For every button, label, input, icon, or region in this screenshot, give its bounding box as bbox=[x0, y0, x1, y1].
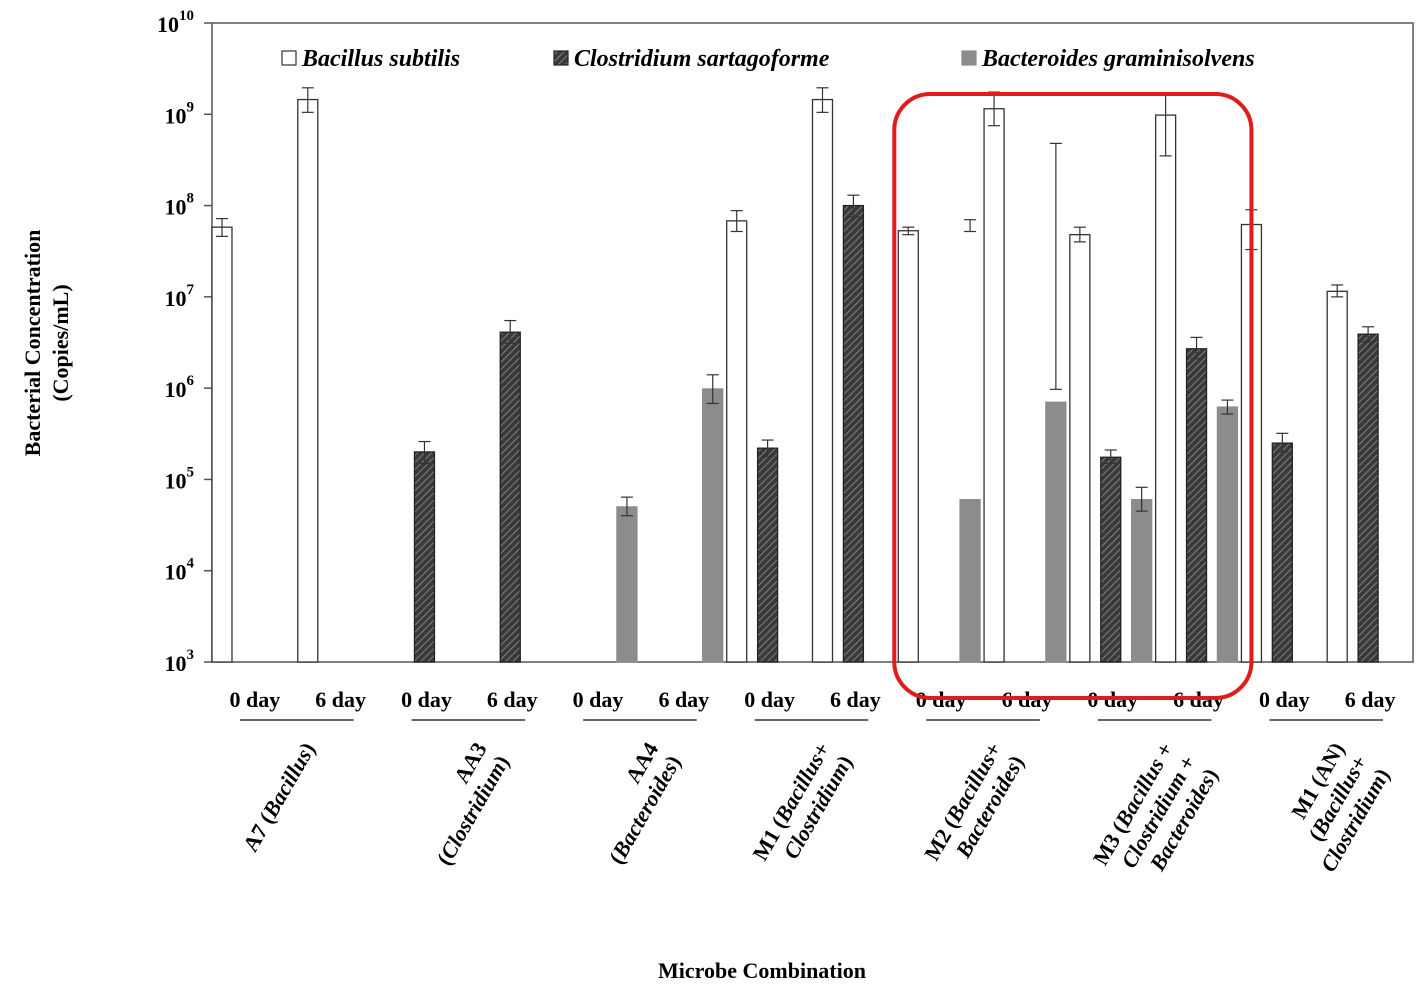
day-label: 6 day bbox=[830, 687, 881, 712]
group-label: A7 (Bacillus) bbox=[238, 738, 320, 856]
day-label: 6 day bbox=[658, 687, 709, 712]
bar-clostridium-sartagoforme bbox=[756, 447, 779, 663]
highlight-rectangle bbox=[892, 92, 1254, 700]
legend-swatch bbox=[281, 50, 297, 66]
bar-clostridium-sartagoforme bbox=[1185, 348, 1208, 663]
y-tick-label: 106 bbox=[165, 373, 195, 402]
group-label: M1 (AN)(Bacillus+Clostridium) bbox=[1270, 738, 1394, 876]
bar-clostridium-sartagoforme bbox=[842, 204, 865, 663]
bar-bacillus-subtilis bbox=[1326, 290, 1348, 663]
legend-label: Clostridium sartagoforme bbox=[574, 46, 830, 72]
bar-bacteroides-graminisolvens bbox=[616, 506, 638, 663]
bar-clostridium-sartagoforme bbox=[1100, 456, 1122, 663]
axis-titles: Bacterial Concentration (Copies/mL) Microb… bbox=[20, 230, 866, 983]
y-tick-label: 104 bbox=[165, 556, 195, 585]
bar-bacteroides-graminisolvens bbox=[1045, 401, 1067, 663]
group-label: AA4(Bacteroides) bbox=[581, 738, 686, 868]
bar-bacteroides-graminisolvens bbox=[959, 499, 981, 663]
x-axis-title: Microbe Combination bbox=[658, 958, 866, 983]
bar-bacillus-subtilis bbox=[811, 98, 834, 663]
bar-bacillus-subtilis bbox=[211, 226, 233, 663]
bar-bacillus-subtilis bbox=[726, 220, 748, 663]
y-tick-label: 103 bbox=[165, 647, 195, 676]
bar-bacillus-subtilis bbox=[897, 230, 919, 663]
day-label: 0 day bbox=[230, 687, 281, 712]
y-tick-label: 105 bbox=[165, 464, 195, 493]
y-tick-label: 107 bbox=[165, 282, 195, 311]
bar-bacillus-subtilis bbox=[297, 98, 319, 663]
bar-bacillus-subtilis bbox=[983, 108, 1005, 663]
legend-swatch bbox=[553, 50, 569, 66]
legend-label: Bacillus subtilis bbox=[301, 46, 460, 72]
bar-bacillus-subtilis bbox=[1069, 234, 1091, 663]
bar-bacteroides-graminisolvens bbox=[702, 388, 724, 663]
day-label: 6 day bbox=[1345, 687, 1396, 712]
legend-swatch bbox=[961, 50, 977, 66]
bar-clostridium-sartagoforme bbox=[413, 451, 436, 663]
bar-marks bbox=[211, 87, 1379, 663]
day-label: 6 day bbox=[315, 687, 366, 712]
bar-clostridium-sartagoforme bbox=[1357, 333, 1379, 663]
x-axis: 0 day 6 day A7 (Bacillus) 0 day 6 day AA3(Clo… bbox=[230, 687, 1396, 895]
group-label: M2 (Bacillus+Bacteroides) bbox=[919, 738, 1029, 878]
legend: Bacillus subtilis Clostridium sartagoform… bbox=[281, 46, 1255, 72]
y-axis: 103 104 105 106 107 108 109 1010 bbox=[157, 8, 212, 676]
bar-clostridium-sartagoforme bbox=[1271, 442, 1293, 663]
bar-bacillus-subtilis bbox=[1154, 114, 1177, 663]
day-label: 0 day bbox=[573, 687, 624, 712]
bar-clostridium-sartagoforme bbox=[499, 331, 521, 663]
day-label: 0 day bbox=[1259, 687, 1310, 712]
group-label: AA3(Clostridium) bbox=[409, 738, 514, 869]
bar-bacteroides-graminisolvens bbox=[1131, 499, 1153, 663]
y-tick-label: 109 bbox=[165, 99, 195, 128]
day-label: 0 day bbox=[401, 687, 452, 712]
day-label: 0 day bbox=[744, 687, 795, 712]
bar-bacteroides-graminisolvens bbox=[1216, 406, 1239, 663]
y-tick-label: 108 bbox=[165, 191, 195, 220]
y-tick-label: 1010 bbox=[157, 8, 194, 37]
highlight-box bbox=[892, 92, 1254, 700]
legend-label: Bacteroides graminisolvens bbox=[981, 46, 1255, 72]
group-label: M1 (Bacillus+Clostridium) bbox=[747, 738, 857, 878]
day-label: 6 day bbox=[487, 687, 538, 712]
y-axis-title: Bacterial Concentration (Copies/mL) bbox=[20, 230, 73, 457]
group-label: M3 (Bacillus +Clostridium +Bacteroides) bbox=[1088, 738, 1223, 895]
